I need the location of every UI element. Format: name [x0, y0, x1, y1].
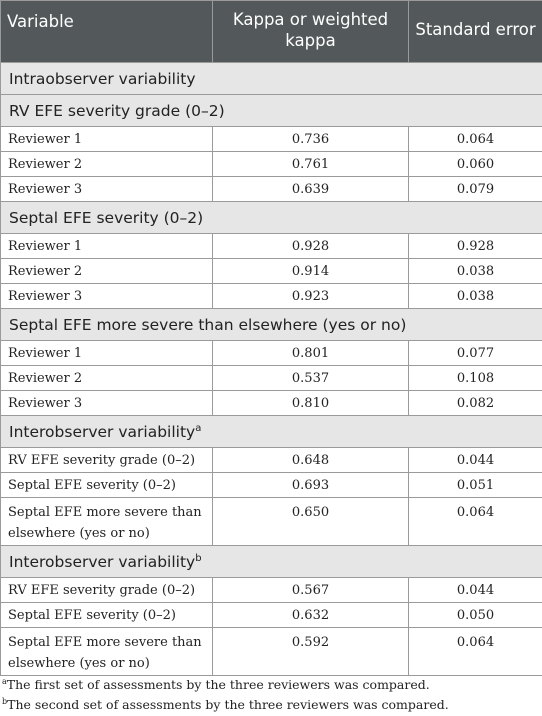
row-label: Reviewer 1	[0, 233, 213, 259]
footnote-b-mark: b	[2, 697, 8, 706]
footnote-b: bThe second set of assessments by the th…	[2, 697, 449, 712]
table-row: Reviewer 1 0.736 0.064	[0, 126, 542, 152]
row-label: Septal EFE more severe than elsewhere (y…	[0, 497, 213, 546]
row-se: 0.064	[408, 126, 542, 152]
row-kappa: 0.592	[212, 627, 409, 676]
section-title: Interobserver variability	[9, 422, 196, 441]
row-label: Reviewer 2	[0, 258, 213, 284]
row-se: 0.044	[408, 577, 542, 603]
section-interobserver-b: Interobserver variabilityb	[0, 545, 542, 578]
footnote-a-text: The first set of assessments by the thre…	[6, 677, 430, 692]
table-row: Reviewer 1 0.928 0.928	[0, 233, 542, 259]
table-row: Septal EFE severity (0–2) 0.693 0.051	[0, 472, 542, 498]
table-row: Septal EFE more severe than elsewhere (y…	[0, 497, 542, 546]
row-label: RV EFE severity grade (0–2)	[0, 577, 213, 603]
header-standard-error: Standard error	[408, 0, 542, 63]
table-row: Reviewer 3 0.810 0.082	[0, 390, 542, 416]
row-kappa: 0.648	[212, 447, 409, 473]
section-row: Septal EFE more severe than elsewhere (y…	[0, 308, 542, 341]
row-kappa: 0.801	[212, 340, 409, 366]
row-label: Septal EFE more severe than elsewhere (y…	[0, 627, 213, 676]
row-kappa: 0.761	[212, 151, 409, 177]
row-se: 0.064	[408, 627, 542, 676]
row-se: 0.060	[408, 151, 542, 177]
row-label: Reviewer 3	[0, 283, 213, 309]
table-header-row: Variable Kappa or weighted kappa Standar…	[0, 0, 542, 63]
row-se: 0.108	[408, 365, 542, 391]
row-kappa: 0.928	[212, 233, 409, 259]
section-rv-efe: RV EFE severity grade (0–2)	[0, 94, 542, 127]
row-label: Reviewer 1	[0, 126, 213, 152]
row-kappa: 0.693	[212, 472, 409, 498]
row-label: Septal EFE severity (0–2)	[0, 472, 213, 498]
row-kappa: 0.810	[212, 390, 409, 416]
table-row: Reviewer 2 0.914 0.038	[0, 258, 542, 284]
footnote-a-mark: a	[2, 677, 7, 686]
table-row: Reviewer 3 0.923 0.038	[0, 283, 542, 309]
row-se: 0.044	[408, 447, 542, 473]
header-kappa: Kappa or weighted kappa	[212, 0, 409, 63]
table-row: Reviewer 2 0.761 0.060	[0, 151, 542, 177]
row-label: Reviewer 2	[0, 151, 213, 177]
section-title: Interobserver variability	[9, 552, 196, 571]
table-row: RV EFE severity grade (0–2) 0.648 0.044	[0, 447, 542, 473]
row-se: 0.077	[408, 340, 542, 366]
table-row: RV EFE severity grade (0–2) 0.567 0.044	[0, 577, 542, 603]
row-kappa: 0.567	[212, 577, 409, 603]
kappa-table: Variable Kappa or weighted kappa Standar…	[0, 0, 542, 676]
section-row: Interobserver variabilitya	[0, 415, 542, 448]
table-row: Reviewer 1 0.801 0.077	[0, 340, 542, 366]
row-kappa: 0.639	[212, 176, 409, 202]
footnote-b-text: The second set of assessments by the thr…	[7, 697, 449, 712]
section-row: Interobserver variabilityb	[0, 545, 542, 578]
row-se: 0.051	[408, 472, 542, 498]
footnote-a: aThe first set of assessments by the thr…	[2, 677, 430, 692]
footnote-marker: b	[195, 552, 202, 564]
row-label: Reviewer 1	[0, 340, 213, 366]
row-kappa: 0.914	[212, 258, 409, 284]
row-se: 0.050	[408, 602, 542, 628]
row-label: Septal EFE severity (0–2)	[0, 602, 213, 628]
row-kappa: 0.923	[212, 283, 409, 309]
row-label: Reviewer 2	[0, 365, 213, 391]
row-se: 0.038	[408, 258, 542, 284]
header-variable: Variable	[0, 0, 213, 63]
row-label: RV EFE severity grade (0–2)	[0, 447, 213, 473]
section-septal-efe: Septal EFE severity (0–2)	[0, 201, 542, 234]
table-row: Reviewer 3 0.639 0.079	[0, 176, 542, 202]
row-kappa: 0.632	[212, 602, 409, 628]
section-row: Intraobserver variability	[0, 62, 542, 95]
row-se: 0.064	[408, 497, 542, 546]
section-septal-more-severe: Septal EFE more severe than elsewhere (y…	[0, 308, 542, 341]
section-interobserver-a: Interobserver variabilitya	[0, 415, 542, 448]
table-row: Reviewer 2 0.537 0.108	[0, 365, 542, 391]
row-se: 0.082	[408, 390, 542, 416]
row-se: 0.928	[408, 233, 542, 259]
row-se: 0.038	[408, 283, 542, 309]
row-kappa: 0.736	[212, 126, 409, 152]
table-row: Septal EFE severity (0–2) 0.632 0.050	[0, 602, 542, 628]
section-intraobserver: Intraobserver variability	[0, 62, 542, 95]
row-se: 0.079	[408, 176, 542, 202]
footnote-marker: a	[195, 422, 202, 434]
row-kappa: 0.650	[212, 497, 409, 546]
section-row: RV EFE severity grade (0–2)	[0, 94, 542, 127]
row-kappa: 0.537	[212, 365, 409, 391]
section-row: Septal EFE severity (0–2)	[0, 201, 542, 234]
row-label: Reviewer 3	[0, 176, 213, 202]
row-label: Reviewer 3	[0, 390, 213, 416]
table-row: Septal EFE more severe than elsewhere (y…	[0, 627, 542, 676]
